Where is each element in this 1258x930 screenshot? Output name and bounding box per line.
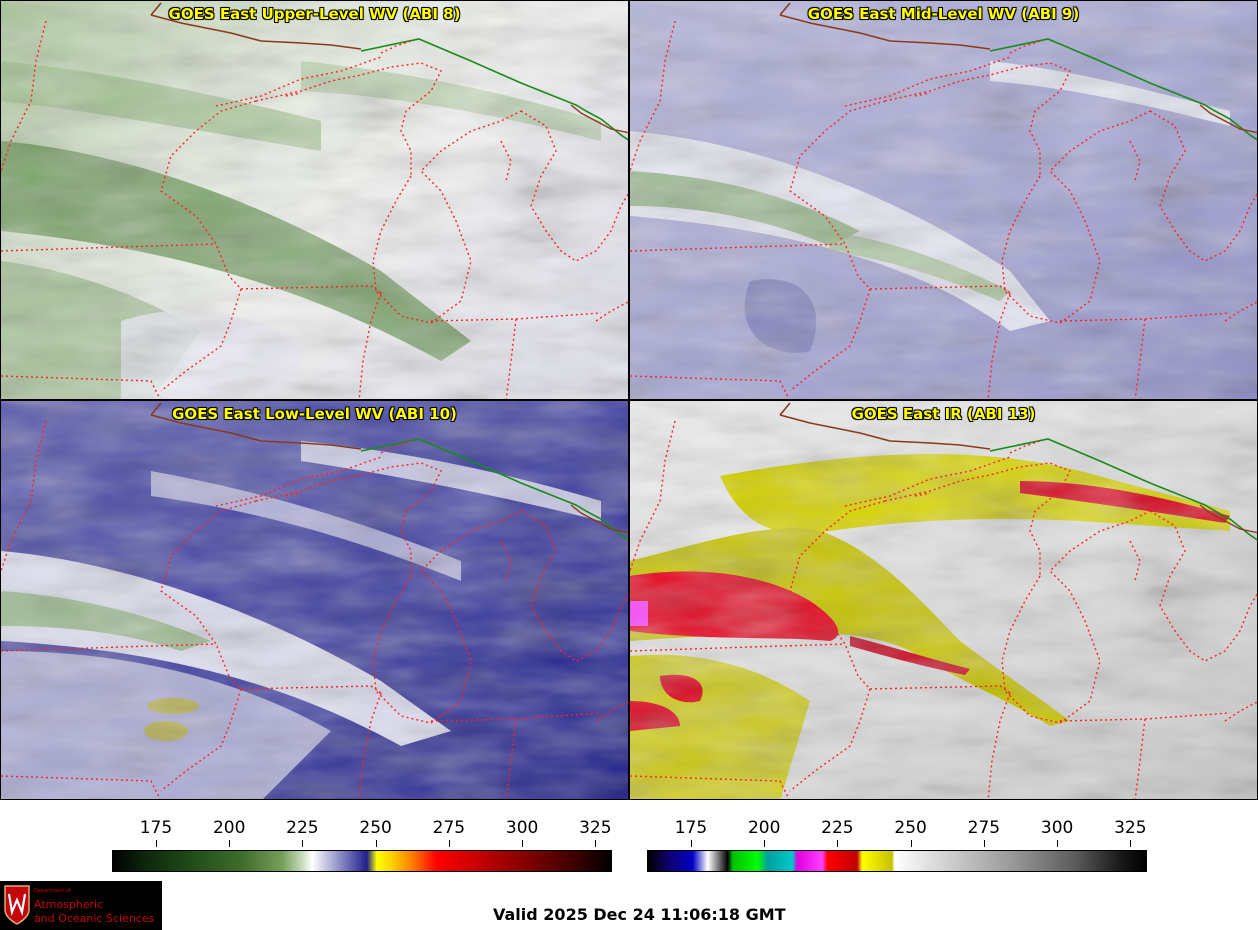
panel-low-level-wv: GOES East Low-Level WV (ABI 10) (0, 400, 629, 800)
wv-tick-label: 175 (139, 818, 173, 838)
wv-tick-label: 225 (286, 818, 319, 838)
wv-tick-label: 250 (359, 818, 392, 838)
ir-tick-mark (690, 840, 692, 847)
ir-tick-label: 300 (1040, 818, 1074, 838)
ir-colorbar: 175 200 225 250 275 300 325 (647, 810, 1147, 874)
ir-tick-mark (837, 840, 839, 847)
logo-line-2: and Oceanic Sciences (34, 912, 155, 925)
wv-colorbar-gradient (112, 850, 612, 872)
wv-colorbar: 175 200 225 250 275 300 325 (112, 810, 612, 874)
wv-tick-mark (522, 840, 524, 847)
uw-crest-icon (4, 885, 30, 925)
ir-colorbar-ticks: 175 200 225 250 275 300 325 (647, 818, 1147, 840)
logo-line-1: Atmospheric (34, 898, 104, 911)
panel-title: GOES East Upper-Level WV (ABI 8) (168, 5, 461, 23)
ir-tick-label: 325 (1114, 818, 1147, 838)
ir-tick-mark (1130, 840, 1132, 847)
logo-dept: Department of (34, 888, 71, 894)
ir-tick-mark (764, 840, 766, 847)
aos-logo: Department of Atmospheric and Oceanic Sc… (0, 881, 162, 930)
wv-tick-label: 300 (505, 818, 539, 838)
ir-tick-label: 175 (674, 818, 708, 838)
wv-tick-mark (302, 840, 304, 847)
mid-level-wv-image (630, 1, 1257, 399)
wv-tick-label: 325 (579, 818, 612, 838)
ir-tick-label: 275 (967, 818, 1001, 838)
wv-tick-label: 200 (212, 818, 246, 838)
ir-tick-label: 200 (747, 818, 781, 838)
panel-title: GOES East IR (ABI 13) (851, 405, 1036, 423)
panel-ir: GOES East IR (ABI 13) (629, 400, 1258, 800)
wv-colorbar-ticks: 175 200 225 250 275 300 325 (112, 818, 612, 840)
ir-tick-mark (983, 840, 985, 847)
wv-tick-mark (155, 840, 157, 847)
ir-image (630, 401, 1257, 799)
valid-time: Valid 2025 Dec 24 11:06:18 GMT (493, 905, 786, 924)
ir-tick-label: 225 (821, 818, 854, 838)
wv-tick-mark (595, 840, 597, 847)
ir-tick-mark (1057, 840, 1059, 847)
ir-colorbar-gradient (647, 850, 1147, 872)
panel-upper-level-wv: GOES East Upper-Level WV (ABI 8) (0, 0, 629, 400)
panel-title: GOES East Mid-Level WV (ABI 9) (807, 5, 1080, 23)
upper-level-wv-image (1, 1, 628, 399)
wv-tick-mark (448, 840, 450, 847)
panel-title: GOES East Low-Level WV (ABI 10) (172, 405, 457, 423)
low-level-wv-image (1, 401, 628, 799)
wv-tick-label: 275 (432, 818, 466, 838)
ir-tick-mark (910, 840, 912, 847)
ir-tick-label: 250 (894, 818, 927, 838)
wv-tick-mark (229, 840, 231, 847)
wv-tick-mark (375, 840, 377, 847)
panel-mid-level-wv: GOES East Mid-Level WV (ABI 9) (629, 0, 1258, 400)
